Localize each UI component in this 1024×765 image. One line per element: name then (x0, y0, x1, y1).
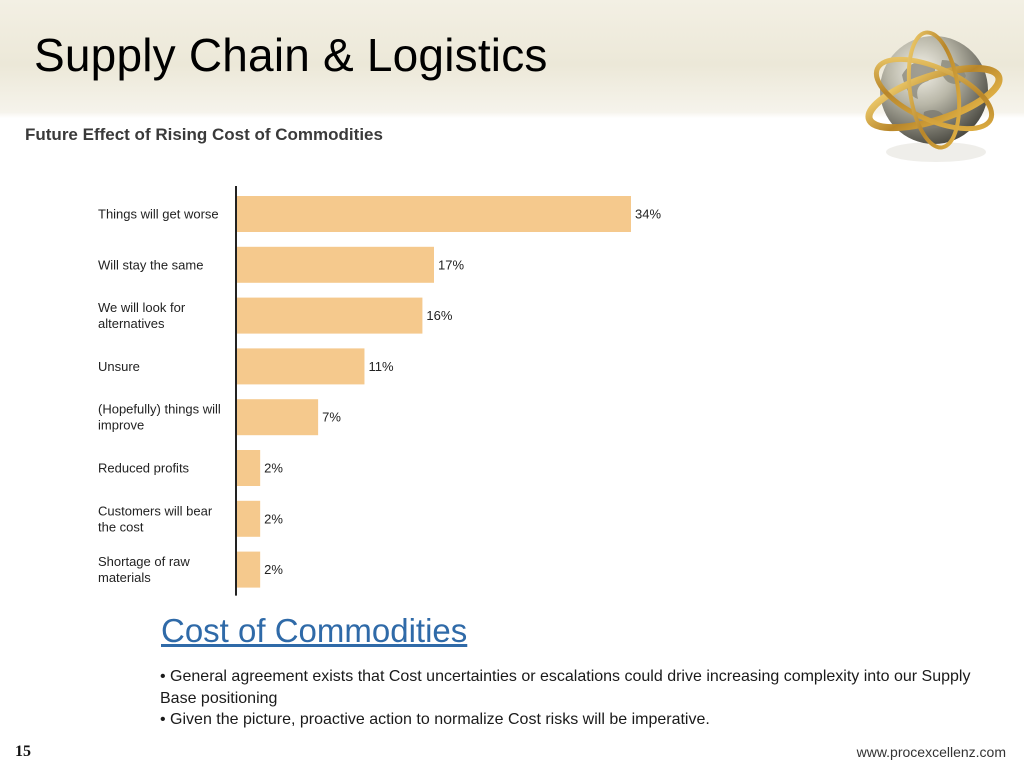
bar-value-label: 17% (438, 257, 464, 272)
category-label: materials (98, 570, 151, 585)
globe-logo-icon (865, 30, 1003, 162)
bullet-item: • Given the picture, proactive action to… (160, 711, 710, 728)
bar (237, 500, 261, 537)
header-band (0, 0, 1024, 118)
bar-value-label: 2% (264, 461, 283, 476)
bar (237, 297, 423, 334)
category-label: Things will get worse (98, 207, 219, 222)
bar (237, 551, 261, 588)
bar (237, 399, 319, 436)
bar (237, 348, 365, 385)
category-label: the cost (98, 519, 144, 534)
bar (237, 196, 631, 232)
category-label: Will stay the same (98, 257, 203, 272)
category-label: improve (98, 418, 144, 433)
chart-title: Future Effect of Rising Cost of Commodit… (25, 125, 383, 144)
bar-chart: 34% Things will get worse 17% Will stay the… (98, 186, 661, 596)
category-label: Unsure (98, 359, 140, 374)
bullet-item: • General agreement exists that Cost unc… (160, 668, 971, 707)
bar-value-label: 11% (368, 359, 393, 374)
category-label: Reduced profits (98, 461, 190, 476)
bar-value-label: 2% (264, 511, 283, 526)
slide-title: Supply Chain & Logistics (34, 29, 548, 81)
bullet-list: • General agreement exists that Cost unc… (160, 666, 1000, 731)
bar-value-label: 34% (635, 207, 661, 222)
bar (237, 246, 434, 283)
bar-value-label: 7% (322, 410, 341, 425)
category-label: Customers will bear (98, 503, 213, 518)
category-label: We will look for (98, 300, 186, 315)
category-label: alternatives (98, 316, 165, 331)
bar-value-label: 16% (426, 308, 452, 323)
footer-url: www.procexcellenz.com (856, 744, 1006, 760)
category-label: (Hopefully) things will (98, 402, 221, 417)
category-label: Shortage of raw (98, 554, 190, 569)
bar-value-label: 2% (264, 562, 283, 577)
section-heading-link[interactable]: Cost of Commodities (161, 612, 468, 649)
bar (237, 450, 261, 486)
page-number: 15 (15, 743, 31, 760)
